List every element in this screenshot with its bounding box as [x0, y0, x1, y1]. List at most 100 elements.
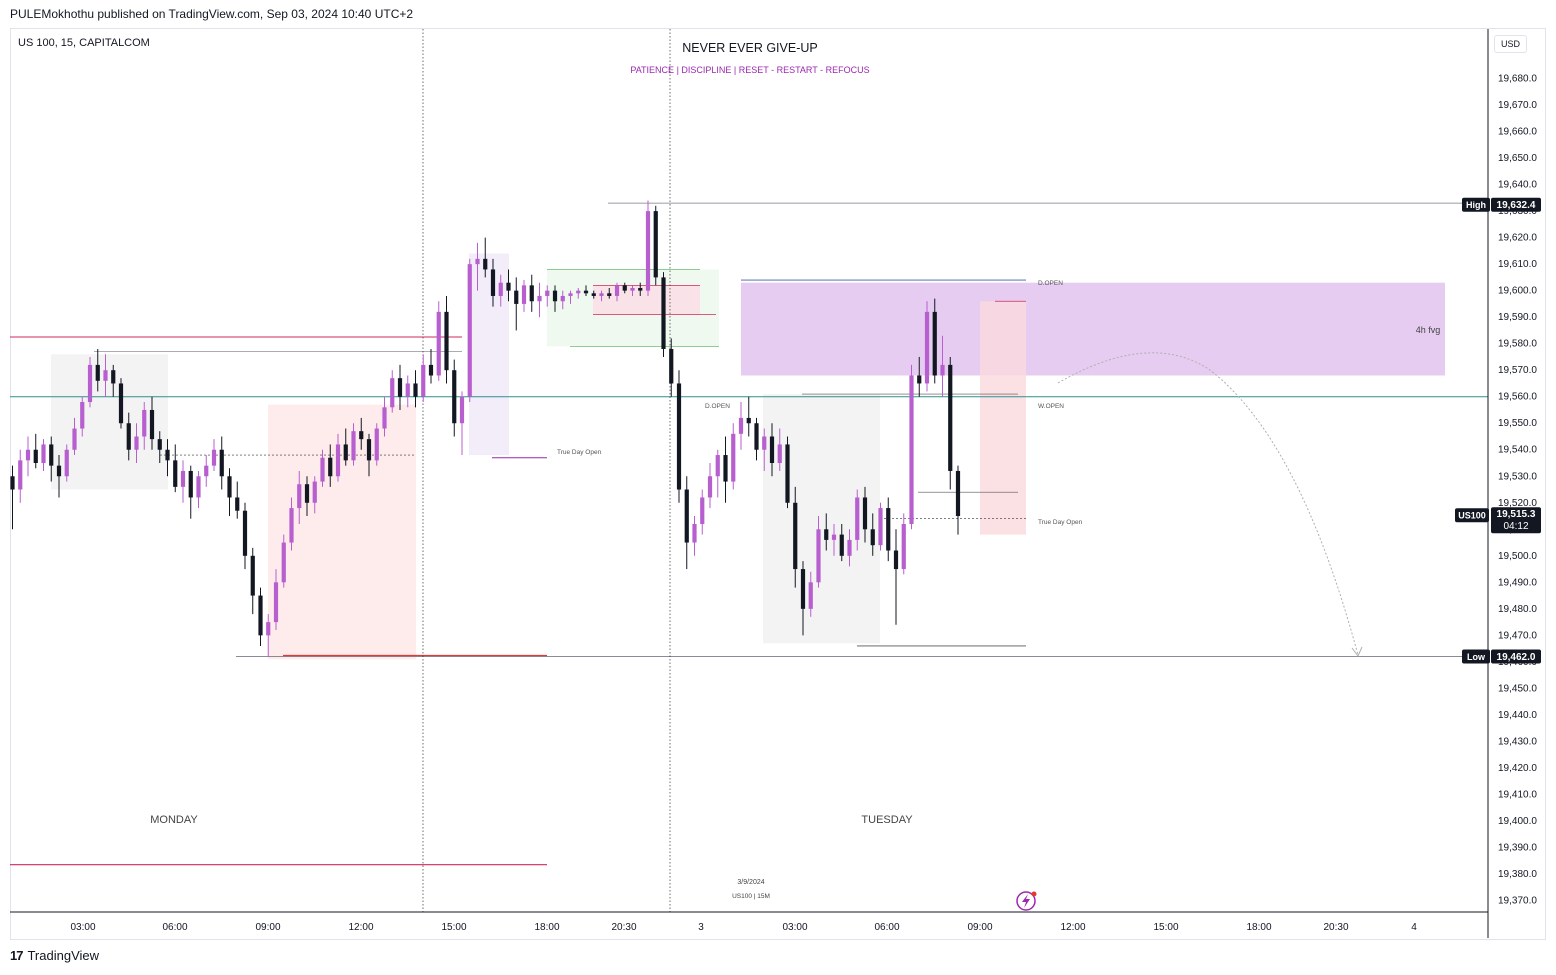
candle-body	[700, 497, 705, 524]
currency-button[interactable]: USD	[1494, 35, 1528, 53]
candle-body	[955, 470, 961, 517]
candle-body	[250, 555, 255, 596]
candle-body	[64, 449, 69, 477]
candle-body	[374, 428, 379, 461]
price-tick-label: 19,480.0	[1498, 604, 1537, 615]
candle-body	[669, 348, 674, 384]
candle-body	[273, 582, 279, 623]
candle-body	[878, 508, 883, 546]
publisher-header: PULEMokhothu published on TradingView.co…	[10, 7, 414, 21]
tuesday-label: TUESDAY	[861, 814, 913, 826]
candle-body	[18, 460, 23, 490]
last-price-bg	[1491, 507, 1541, 534]
candle-body	[56, 465, 62, 477]
candle-body	[483, 258, 488, 270]
candle-body	[692, 523, 697, 543]
price-tick-label: 19,390.0	[1498, 842, 1537, 853]
d-open-label: D.OPEN	[1038, 280, 1063, 287]
symbol-label: US 100, 15, CAPITALCOM	[18, 37, 150, 49]
price-tick-label: 19,400.0	[1498, 816, 1537, 827]
candle-body	[335, 444, 341, 477]
time-tick-label: 06:00	[874, 922, 899, 933]
candle-body	[10, 476, 15, 490]
candle-body	[328, 457, 333, 477]
candle-body	[25, 449, 31, 461]
candle-body	[638, 288, 643, 291]
price-tick-label: 19,520.0	[1498, 498, 1537, 509]
candle-body	[227, 476, 232, 498]
candle-body	[41, 444, 46, 464]
tradingview-logo-icon: 17	[10, 948, 24, 963]
date-stamp: 3/9/2024	[737, 879, 764, 886]
price-tick-label: 19,550.0	[1498, 418, 1537, 429]
candle-body	[351, 431, 356, 461]
candle-body	[676, 383, 682, 490]
low-marker-value-bg	[1491, 649, 1541, 664]
time-tick-label: 09:00	[255, 922, 280, 933]
time-tick-label: 03:00	[782, 922, 807, 933]
price-tick-label: 19,440.0	[1498, 710, 1537, 721]
candle-body	[591, 293, 596, 296]
candle-body	[870, 529, 875, 546]
candle-body	[390, 378, 395, 408]
candle-body	[467, 264, 472, 397]
candle-body	[95, 364, 100, 381]
lightning-bolt	[1022, 894, 1030, 908]
candle-body	[901, 523, 906, 570]
candle-body	[746, 417, 751, 424]
time-tick-label: 18:00	[534, 922, 559, 933]
high-marker-label: High	[1466, 200, 1486, 210]
true-day-open-label-tue: True Day Open	[1038, 519, 1083, 526]
fvg-zone	[741, 282, 1445, 376]
lightning-circle	[1016, 891, 1036, 911]
price-tick-label: 19,420.0	[1498, 763, 1537, 774]
low-marker-label-bg	[1462, 649, 1490, 664]
time-tick-label: 20:30	[611, 922, 636, 933]
price-tick-label: 19,490.0	[1498, 577, 1537, 588]
candle-body	[80, 402, 85, 429]
candle-body	[917, 375, 922, 384]
candle-body	[87, 364, 93, 403]
candle-body	[173, 460, 178, 487]
low-marker-value: 19,462.0	[1497, 652, 1536, 663]
price-tick-label: 19,430.0	[1498, 736, 1537, 747]
london-box-monday	[469, 253, 509, 456]
candle-body	[242, 510, 248, 556]
ny-session-box-tuesday	[980, 301, 1026, 535]
candle-body	[126, 423, 131, 450]
candle-body	[785, 444, 790, 503]
candle-body	[552, 290, 558, 302]
price-tick-label: 19,540.0	[1498, 445, 1537, 456]
candle-body	[266, 622, 271, 636]
candle-body	[622, 285, 627, 291]
tradingview-brand[interactable]: 17 TradingView	[10, 948, 99, 963]
d-open-label-2: D.OPEN	[705, 403, 730, 410]
candle-body	[924, 311, 930, 384]
candle-body	[599, 293, 604, 296]
candle-body	[738, 417, 744, 434]
candle-body	[235, 497, 240, 511]
price-tick-label: 19,680.0	[1498, 74, 1537, 85]
candle-body	[762, 436, 767, 450]
candle-body	[343, 444, 348, 461]
candle-body	[103, 370, 108, 381]
price-tick-label: 19,600.0	[1498, 286, 1537, 297]
candle-body	[382, 407, 387, 429]
candle-body	[793, 502, 798, 570]
time-tick-label: 20:30	[1323, 922, 1348, 933]
candle-body	[304, 484, 310, 503]
symbol-stamp: US100 | 15M	[732, 893, 770, 900]
price-tick-label: 19,590.0	[1498, 312, 1537, 323]
candle-body	[521, 285, 527, 304]
time-tick-label: 09:00	[967, 922, 992, 933]
candle-body	[452, 370, 457, 424]
candle-body	[405, 383, 410, 397]
candle-body	[777, 444, 782, 464]
candle-body	[506, 282, 511, 291]
chart-subtitle: PATIENCE | DISCIPLINE | RESET - RESTART …	[630, 65, 869, 75]
candle-body	[630, 288, 635, 291]
candle-body	[909, 375, 914, 524]
candle-body	[281, 542, 286, 583]
candle-body	[211, 449, 217, 466]
